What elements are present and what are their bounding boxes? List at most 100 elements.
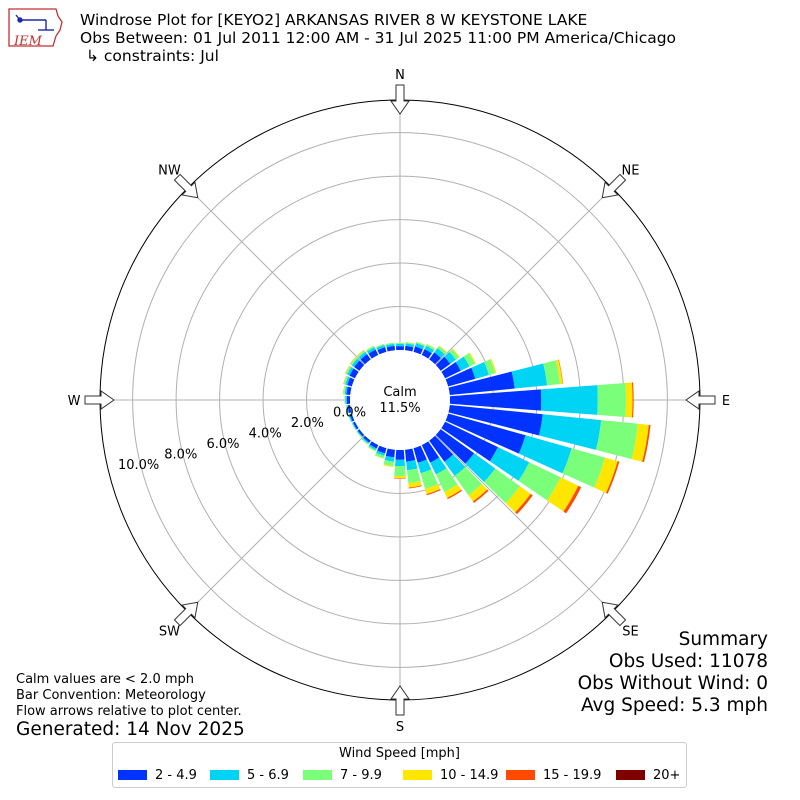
wind-bar-290-bin-4 [343,375,347,385]
wind-bar-280-bin-1 [344,386,348,395]
legend-title: Wind Speed [mph] [339,746,460,761]
compass-label-nw: NW [158,163,181,178]
wind-bar-100-bin-4 [642,424,651,463]
calm-value: 11.5% [379,401,420,416]
wind-bar-310-bin-1 [351,358,360,368]
ring-label: 8.0% [164,448,197,463]
wind-bar-190-bin-0 [385,448,396,458]
flow-arrow-icon [685,390,716,410]
wind-bar-340-bin-1 [376,344,386,351]
wind-bar-140-bin-4 [472,489,489,503]
wind-bar-130-bin-1 [465,453,496,482]
wind-bar-10-bin-1 [405,343,415,348]
wind-bar-240-bin-1 [352,422,357,430]
wind-bar-300-bin-2 [345,366,352,375]
iowa-outline-icon [8,8,63,47]
avg-speed: Avg Speed: 5.3 mph [580,695,768,716]
wind-bar-20-bin-3 [416,341,425,345]
wind-bar-110-bin-3 [594,457,618,494]
wind-bar-70-bin-3 [490,358,497,374]
wind-bar-0-bin-0 [395,346,405,351]
wind-bar-250-bin-0 [349,413,355,422]
wind-bar-200-bin-1 [376,450,385,456]
wind-bar-300-bin-0 [349,368,359,379]
ring-label: 2.0% [291,416,324,431]
legend-item: 15 - 19.9 [506,767,601,783]
flow-arrow-icon [84,390,115,410]
wind-bar-30-bin-0 [421,349,432,359]
wind-bar-170-bin-2 [407,468,421,484]
wind-bar-350-bin-2 [385,342,395,346]
compass-label-s: S [396,720,404,735]
compass-label-ne: NE [622,163,640,178]
legend-item: 10 - 14.9 [403,767,498,783]
chart-title: Windrose Plot for [KEYO2] ARKANSAS RIVER… [80,11,588,29]
wind-bar-40-bin-3 [438,345,447,353]
compass-label-sw: SW [159,625,180,640]
wind-bar-150-bin-3 [444,484,462,498]
wind-bar-320-bin-1 [358,351,368,360]
wind-bar-190-bin-3 [383,464,394,468]
wind-bar-290-bin-0 [347,377,355,387]
wind-bar-280-bin-0 [346,386,352,396]
grid-spoke [187,187,365,365]
wind-bar-230-bin-0 [357,429,365,437]
wind-bar-330-bin-1 [366,347,376,354]
wind-bar-70-bin-2 [484,359,496,375]
legend-swatch [303,770,332,780]
wind-bar-120-bin-4 [563,485,582,514]
ring-label: 10.0% [118,458,159,473]
wind-bar-160-bin-4 [426,489,441,496]
wind-bar-200-bin-0 [377,445,387,454]
wind-bar-270-bin-2 [344,395,346,405]
calm-circle [350,350,450,450]
wind-bar-290-bin-3 [343,375,347,385]
wind-bar-150-bin-4 [447,489,462,500]
wind-bar-100-bin-0 [448,404,543,436]
wind-bar-230-bin-2 [356,430,363,438]
ring-label: 0.0% [333,406,366,421]
wind-bar-270-bin-1 [345,395,347,405]
legend-swatch [118,770,147,780]
wind-bar-310-bin-3 [350,357,357,365]
legend-swatch [506,770,535,780]
wind-bar-350-bin-3 [385,342,395,345]
wind-bar-70-bin-0 [445,367,476,387]
wind-bar-320-bin-4 [356,349,365,356]
legend-item: 5 - 6.9 [210,767,289,783]
wind-bar-120-bin-0 [441,421,498,462]
wind-bar-200-bin-2 [375,452,385,459]
legend-item: 2 - 4.9 [118,767,197,783]
wind-bar-140-bin-3 [468,484,488,502]
legend-item: 7 - 9.9 [303,767,382,783]
wind-bar-160-bin-3 [425,484,441,495]
wind-bar-30-bin-2 [426,344,435,351]
wind-bar-310-bin-4 [349,356,356,365]
polar-grid [100,100,700,700]
flow-arrow-icon [601,173,627,199]
ring-label: 6.0% [206,437,239,452]
wind-bar-0-bin-1 [395,343,405,347]
wind-bar-290-bin-2 [343,376,349,385]
wind-bar-110-bin-2 [562,448,606,488]
wind-bar-160-bin-0 [413,445,427,463]
wind-bar-40-bin-2 [437,345,447,355]
generated-date: Generated: 14 Nov 2025 [16,719,245,740]
legend-swatch [616,770,645,780]
wind-bar-330-bin-3 [365,345,374,351]
wind-bar-150-bin-0 [421,441,440,463]
wind-bar-80-bin-4 [558,359,564,384]
wind-bar-60-bin-3 [468,352,477,364]
wind-bar-160-bin-2 [420,469,439,489]
logo-text: IEM [13,34,43,49]
wind-bar-90-bin-3 [625,382,633,418]
wind-bar-100-bin-3 [631,423,649,462]
windrose-bars [342,341,651,515]
wind-bar-90-bin-0 [449,389,542,411]
wind-bar-150-bin-2 [435,468,458,493]
wind-bar-230-bin-1 [356,430,363,438]
compass-label-se: SE [622,625,638,640]
wind-bar-220-bin-0 [363,435,371,443]
wind-bar-260-bin-0 [347,404,352,413]
wind-bar-220-bin-2 [361,438,369,445]
